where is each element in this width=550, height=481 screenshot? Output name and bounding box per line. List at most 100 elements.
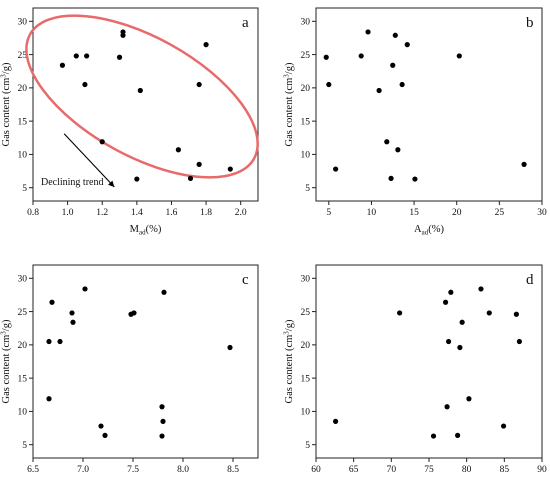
data-point bbox=[102, 432, 108, 438]
y-tick-label: 25 bbox=[18, 308, 28, 318]
y-tick-label: 30 bbox=[18, 18, 28, 28]
data-point bbox=[82, 286, 88, 292]
x-tick-label: 75 bbox=[424, 465, 434, 475]
panel-b: 5 10 15 20 25 30 5 10 15 20 25 30 b Aad(%) Gas content… bbox=[283, 7, 547, 237]
x-tick-label: 60 bbox=[311, 465, 321, 475]
x-tick-label: 1.4 bbox=[131, 208, 143, 218]
y-tick-label: 25 bbox=[301, 51, 311, 61]
x-tick-label: 10 bbox=[367, 208, 377, 218]
y-tick-label: 25 bbox=[301, 308, 311, 318]
y-axis-title: Gas content (cm3/g) bbox=[283, 62, 296, 146]
data-point bbox=[466, 396, 472, 402]
y-tick-label: 10 bbox=[18, 408, 28, 418]
data-point bbox=[82, 81, 88, 88]
x-tick-label: 5 bbox=[326, 208, 331, 218]
data-point bbox=[395, 147, 401, 153]
x-axis-title: Mad(%) bbox=[130, 224, 162, 237]
y-tick-label: 20 bbox=[18, 341, 28, 351]
x-tick-label: 1.2 bbox=[96, 208, 108, 218]
data-point bbox=[84, 53, 90, 59]
data-point bbox=[116, 54, 123, 60]
data-point bbox=[376, 87, 382, 94]
data-point bbox=[49, 299, 55, 305]
y-axis-title: Gas content (cm3/g) bbox=[0, 62, 12, 146]
x-tick-label: 1.8 bbox=[200, 208, 212, 218]
y-axis-title: Gas content (cm3/g) bbox=[0, 319, 12, 403]
y-tick-label: 10 bbox=[18, 151, 28, 161]
y-tick-label: 30 bbox=[18, 275, 28, 285]
y-tick-label: 30 bbox=[301, 18, 311, 28]
x-tick-label: 8.5 bbox=[227, 465, 239, 475]
x-tick-label: 8.0 bbox=[177, 465, 189, 475]
data-point bbox=[160, 418, 166, 424]
data-point bbox=[326, 81, 332, 88]
data-point bbox=[500, 423, 507, 429]
x-tick-label: 6.5 bbox=[27, 465, 39, 475]
data-point bbox=[159, 433, 165, 439]
data-point bbox=[332, 418, 339, 424]
x-axis-title: Aad(%) bbox=[414, 224, 444, 237]
data-point bbox=[134, 176, 140, 182]
x-tick-label: 7.5 bbox=[127, 465, 139, 475]
plot-frame bbox=[315, 7, 543, 202]
panel-label: b bbox=[526, 15, 534, 31]
x-tick-label: 1.0 bbox=[62, 208, 74, 218]
data-point bbox=[98, 423, 104, 429]
data-point bbox=[99, 139, 105, 145]
y-tick-label: 10 bbox=[301, 151, 311, 161]
y-tick-label: 20 bbox=[301, 84, 311, 94]
panel-d: 6065707580859051015202530dFCad(%)Gas con… bbox=[283, 264, 547, 475]
x-tick-label: 1.6 bbox=[166, 208, 178, 218]
x-tick-label: 65 bbox=[349, 465, 359, 475]
data-point bbox=[430, 433, 437, 439]
data-point bbox=[203, 42, 209, 48]
y-axis-title: Gas content (cm3/g) bbox=[283, 319, 296, 403]
data-point bbox=[175, 147, 181, 153]
data-point bbox=[388, 175, 394, 181]
y-tick-label: 5 bbox=[22, 441, 27, 451]
panel-label: d bbox=[526, 272, 534, 288]
x-tick-label: 20 bbox=[452, 208, 462, 218]
data-point bbox=[486, 310, 492, 316]
data-point bbox=[187, 175, 194, 181]
y-tick-label: 5 bbox=[22, 184, 27, 194]
x-tick-label: 70 bbox=[387, 465, 397, 475]
y-tick-label: 30 bbox=[301, 275, 311, 285]
data-point bbox=[196, 81, 202, 88]
y-tick-label: 25 bbox=[18, 51, 28, 61]
panel-a: 0.8 1.0 1.2 1.4 1.6 1.8 2.0 5 10 15 20 25 30 Declinin… bbox=[0, 7, 259, 237]
x-tick-label: 80 bbox=[462, 465, 472, 475]
trend-arrow-head bbox=[108, 180, 115, 188]
data-point bbox=[137, 87, 143, 94]
data-point bbox=[70, 319, 76, 325]
trend-annotation: Declining trend bbox=[41, 177, 103, 188]
trend-arrow-line bbox=[63, 133, 115, 188]
x-tick-label: 25 bbox=[495, 208, 505, 218]
data-point bbox=[478, 286, 484, 292]
y-tick-label: 10 bbox=[301, 408, 311, 418]
plot-frame bbox=[315, 264, 543, 459]
data-point bbox=[227, 344, 233, 351]
data-point bbox=[444, 404, 450, 410]
data-point bbox=[333, 166, 339, 172]
panel-label: c bbox=[242, 272, 249, 288]
data-point bbox=[227, 166, 233, 172]
y-tick-label: 5 bbox=[305, 441, 310, 451]
data-point bbox=[59, 62, 66, 68]
data-point bbox=[392, 32, 398, 38]
data-point bbox=[513, 311, 519, 317]
x-tick-label: 15 bbox=[409, 208, 419, 218]
x-tick-label: 30 bbox=[537, 208, 547, 218]
data-point bbox=[456, 53, 462, 59]
data-point bbox=[521, 161, 527, 167]
data-point bbox=[323, 54, 329, 60]
data-point bbox=[57, 338, 63, 345]
data-point bbox=[448, 289, 454, 295]
y-tick-label: 20 bbox=[301, 341, 311, 351]
panel-label: a bbox=[242, 15, 249, 31]
data-point bbox=[46, 338, 52, 345]
data-point bbox=[196, 161, 202, 167]
x-tick-label: 2.0 bbox=[235, 208, 247, 218]
y-tick-label: 15 bbox=[18, 117, 28, 127]
